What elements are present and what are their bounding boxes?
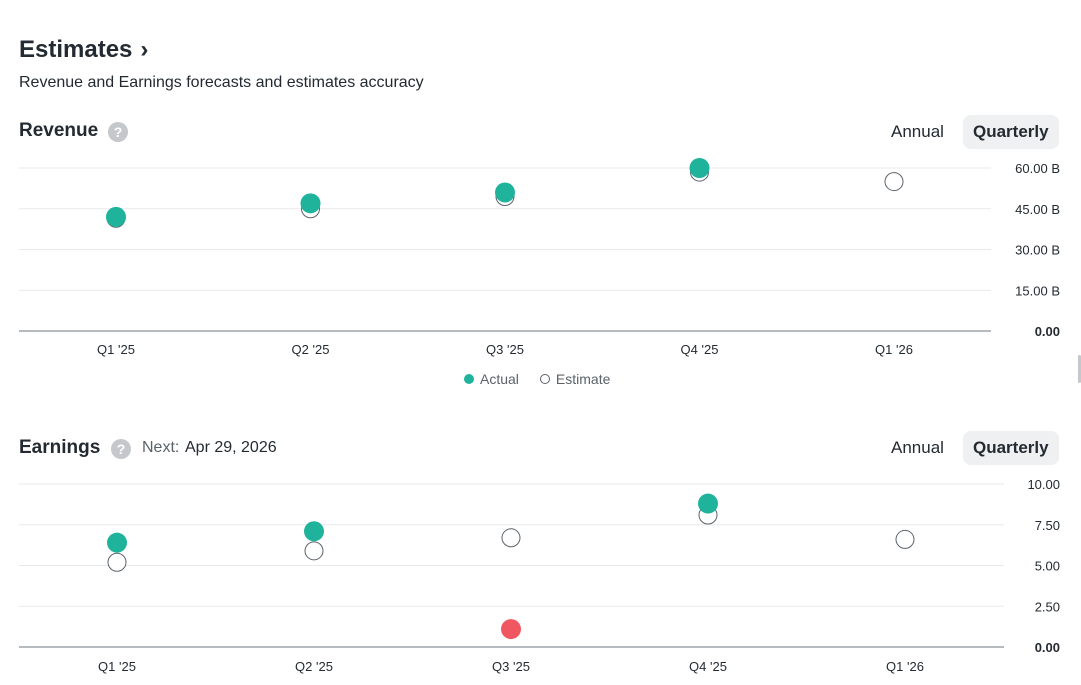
earnings-help-icon[interactable]: ? (111, 439, 131, 459)
revenue-y-tick-label: 30.00 B (1015, 243, 1060, 258)
earnings-actual-point-q2-25 (304, 521, 324, 542)
earnings-actual-point-q1-25 (107, 532, 127, 553)
revenue-title: Revenue (19, 120, 99, 141)
estimate-legend-label: Estimate (555, 371, 611, 387)
actual-legend-label: Actual (480, 371, 519, 387)
revenue-y-tick-label: 60.00 B (1015, 161, 1060, 176)
earnings-chart: 0.00 2.50 5.00 7.50 10.00 Q1 '25 Q2 '25 Q3 '25 Q… (19, 477, 1060, 674)
actual-legend-marker (464, 374, 474, 384)
earnings-y-tick-label: 10.00 (1027, 477, 1060, 492)
earnings-actual-point-q3-25 (501, 619, 521, 640)
earnings-actual-point-q4-25 (698, 493, 718, 514)
revenue-actual-point-q1-25 (106, 206, 126, 227)
revenue-actual-point-q3-25 (495, 182, 515, 203)
earnings-annual-toggle[interactable]: Annual (891, 438, 944, 457)
earnings-estimate-point-q1-25 (107, 552, 127, 572)
earnings-quarterly-toggle[interactable]: Quarterly (963, 431, 1059, 465)
next-earnings-date: Apr 29, 2026 (185, 439, 277, 456)
estimates-subtitle: Revenue and Earnings forecasts and estim… (19, 74, 424, 91)
revenue-x-tick-label: Q1 '26 (875, 342, 913, 357)
revenue-actual-point-q2-25 (300, 193, 321, 214)
revenue-x-tick-label: Q1 '25 (97, 342, 135, 357)
revenue-y-tick-label: 15.00 B (1015, 283, 1060, 298)
revenue-chart: 0.00 15.00 B 30.00 B 45.00 B 60.00 B Q1 '25 Q2… (19, 158, 1060, 357)
earnings-y-tick-label: 0.00 (1035, 640, 1060, 655)
revenue-annual-toggle[interactable]: Annual (891, 122, 944, 141)
earnings-x-tick-label: Q4 '25 (689, 659, 727, 674)
revenue-y-tick-label: 0.00 (1035, 324, 1060, 339)
revenue-actual-point-q4-25 (689, 158, 710, 178)
earnings-x-tick-label: Q3 '25 (492, 659, 530, 674)
revenue-x-tick-label: Q2 '25 (292, 342, 330, 357)
earnings-estimate-point-q3-25 (501, 528, 521, 548)
revenue-quarterly-toggle[interactable]: Quarterly (963, 115, 1059, 149)
estimate-legend-marker (539, 374, 550, 384)
earnings-y-tick-label: 2.50 (1035, 599, 1060, 614)
estimates-title: Estimates (19, 36, 133, 63)
next-earnings-label: Next: (142, 439, 180, 456)
page-scrollbar[interactable] (1078, 355, 1081, 383)
revenue-legend: Actual Estimate (464, 371, 610, 387)
earnings-estimate-point-q1-26 (895, 529, 915, 549)
revenue-y-tick-label: 45.00 B (1015, 202, 1060, 217)
estimates-title-link[interactable]: Estimates › (19, 36, 148, 64)
earnings-y-tick-label: 7.50 (1035, 518, 1060, 533)
revenue-estimate-point-q1-26 (884, 172, 904, 192)
earnings-title: Earnings (19, 437, 101, 458)
earnings-estimate-point-q2-25 (304, 541, 324, 561)
revenue-help-icon[interactable]: ? (108, 122, 128, 142)
earnings-x-tick-label: Q2 '25 (295, 659, 333, 674)
earnings-x-tick-label: Q1 '26 (886, 659, 924, 674)
chevron-right-icon: › (140, 36, 149, 63)
revenue-x-tick-label: Q3 '25 (486, 342, 524, 357)
revenue-x-tick-label: Q4 '25 (681, 342, 719, 357)
earnings-x-tick-label: Q1 '25 (98, 659, 136, 674)
earnings-y-tick-label: 5.00 (1035, 559, 1060, 574)
